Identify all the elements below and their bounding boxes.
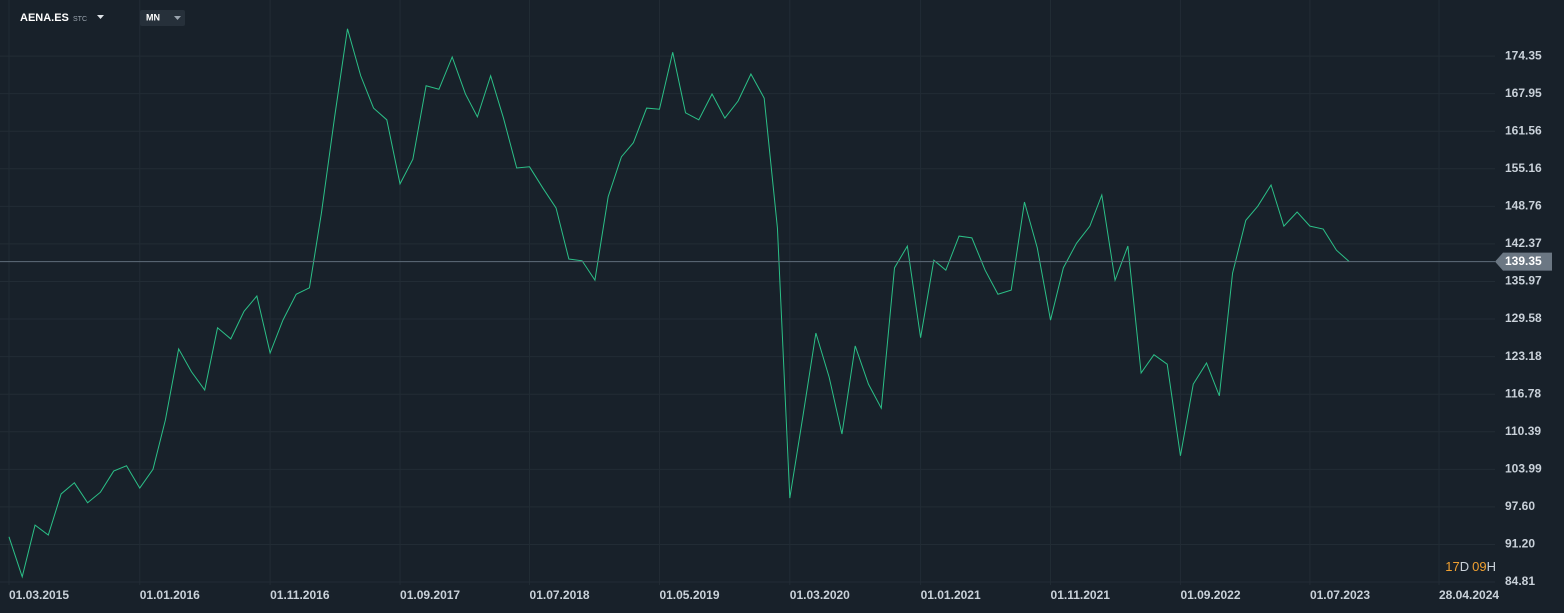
x-tick-label: 01.03.2020: [790, 588, 850, 602]
x-tick-label: 01.07.2018: [530, 588, 590, 602]
x-tick-label: 01.07.2023: [1310, 588, 1370, 602]
y-tick-label: 123.18: [1505, 349, 1542, 363]
countdown-h: H: [1487, 559, 1496, 574]
x-tick-label: 28.04.2024: [1439, 588, 1499, 602]
x-tick-label: 01.11.2021: [1051, 588, 1111, 602]
header: AENA.ES STC MN: [20, 10, 185, 26]
countdown: 17D 09H: [1445, 559, 1496, 574]
y-tick-label: 91.20: [1505, 537, 1535, 551]
price-line: [8, 28, 1350, 579]
x-tick-label: 01.09.2017: [400, 588, 460, 602]
x-tick-label: 01.11.2016: [270, 588, 330, 602]
y-tick-label: 103.99: [1505, 462, 1542, 476]
current-price-tag: [1495, 252, 1552, 271]
countdown-d: D: [1460, 559, 1469, 574]
countdown-days: 17: [1445, 559, 1459, 574]
x-tick-label: 01.03.2015: [9, 588, 69, 602]
y-tick-label: 174.35: [1505, 48, 1542, 62]
current-price-label: 139.35: [1505, 254, 1542, 268]
y-tick-label: 129.58: [1505, 311, 1542, 325]
timeframe: MN: [146, 12, 160, 22]
y-tick-label: 135.97: [1505, 274, 1542, 288]
symbol-type: STC: [73, 16, 87, 23]
x-tick-label: 01.05.2019: [659, 588, 719, 602]
y-tick-label: 155.16: [1505, 161, 1542, 175]
y-tick-label: 97.60: [1505, 499, 1535, 513]
symbol: AENA.ES: [20, 12, 69, 24]
x-tick-label: 01.01.2021: [921, 588, 981, 602]
y-tick-label: 84.81: [1505, 574, 1535, 588]
x-tick-label: 01.09.2022: [1180, 588, 1240, 602]
timeframe-box[interactable]: [140, 10, 185, 26]
y-tick-label: 142.37: [1505, 236, 1542, 250]
plot: 84.81 91.20 97.60 103.99 110.39 116.78 123.18 1…: [0, 0, 1552, 602]
y-tick-label: 167.95: [1505, 86, 1542, 100]
y-tick-label: 148.76: [1505, 199, 1542, 213]
y-tick-label: 116.78: [1505, 386, 1541, 400]
symbol-dropdown[interactable]: [97, 15, 104, 19]
x-tick-label: 01.01.2016: [140, 588, 200, 602]
y-tick-label: 110.39: [1505, 424, 1541, 438]
y-tick-label: 161.56: [1505, 123, 1542, 137]
countdown-hours: 09: [1472, 559, 1486, 574]
timeframe-dropdown[interactable]: [174, 16, 181, 20]
